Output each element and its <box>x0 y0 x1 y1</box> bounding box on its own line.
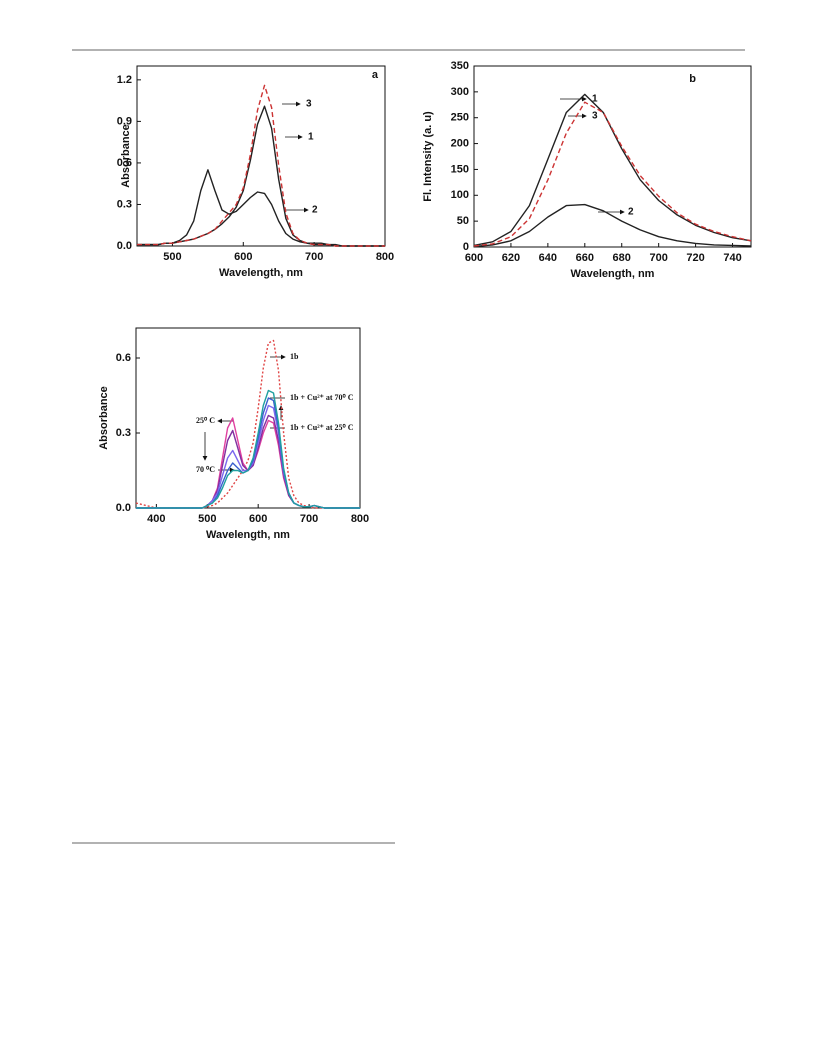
x-axis-label: Wavelength, nm <box>219 267 303 279</box>
y-axis-label: Absorbance <box>98 386 110 450</box>
y-tick-label: 200 <box>451 137 469 149</box>
x-tick-label: 700 <box>649 252 667 264</box>
annotation: 1 <box>592 94 598 105</box>
y-tick-label: 0.0 <box>116 502 131 514</box>
y-tick-label: 100 <box>451 189 469 201</box>
series-line <box>473 101 752 247</box>
y-tick-label: 50 <box>457 215 469 227</box>
y-tick-label: 150 <box>451 163 469 175</box>
x-tick-label: 500 <box>163 251 181 263</box>
y-tick-label: 0 <box>463 241 469 253</box>
x-tick-label: 700 <box>300 513 318 525</box>
annotation: 2 <box>628 207 634 218</box>
x-tick-label: 400 <box>147 513 165 525</box>
series-line <box>137 169 385 247</box>
x-tick-label: 700 <box>305 251 323 263</box>
annotation: 1 <box>308 132 314 143</box>
series-line <box>473 203 752 248</box>
annotation: 3 <box>592 111 598 122</box>
series-line <box>137 105 385 247</box>
x-tick-label: 740 <box>723 252 741 264</box>
series-line <box>137 84 385 247</box>
x-tick-label: 680 <box>613 252 631 264</box>
x-tick-label: 800 <box>351 513 369 525</box>
series-line <box>473 93 752 247</box>
x-axis-label: Wavelength, nm <box>571 268 655 280</box>
x-tick-label: 500 <box>198 513 216 525</box>
annotation-arrows <box>202 96 625 473</box>
x-tick-label: 720 <box>686 252 704 264</box>
annotation: 3 <box>306 99 312 110</box>
y-tick-label: 0.0 <box>117 240 132 252</box>
annotation: 1b + Cu²⁺ at 70⁰ C <box>290 393 354 402</box>
series-line <box>136 389 360 509</box>
y-tick-label: 0.3 <box>116 427 131 439</box>
annotation: 1b <box>290 352 299 361</box>
series-line <box>136 397 360 509</box>
y-tick-label: 0.6 <box>116 352 131 364</box>
annotation: a <box>372 69 379 81</box>
y-tick-label: 250 <box>451 112 469 124</box>
y-tick-label: 0.6 <box>117 157 132 169</box>
x-tick-label: 620 <box>502 252 520 264</box>
annotation: b <box>689 73 696 85</box>
y-tick-label: 0.3 <box>117 198 132 210</box>
x-tick-label: 600 <box>465 252 483 264</box>
y-axis-label: Absorbance <box>120 124 132 188</box>
series-line <box>136 404 360 509</box>
y-axis-label: Fl. Intensity (a. u) <box>422 111 434 202</box>
y-tick-label: 300 <box>451 86 469 98</box>
annotation: 70 ⁰C <box>196 465 215 474</box>
x-tick-label: 800 <box>376 251 394 263</box>
x-axis-label: Wavelength, nm <box>206 529 290 541</box>
y-tick-label: 0.9 <box>117 115 132 127</box>
annotation: 2 <box>312 205 318 216</box>
x-tick-label: 600 <box>249 513 267 525</box>
x-tick-label: 600 <box>234 251 252 263</box>
annotation: 25⁰ C <box>196 416 215 425</box>
plot-frame <box>135 327 361 509</box>
y-tick-label: 1.2 <box>117 74 132 86</box>
annotation: 1b + Cu²⁺ at 25⁰ C <box>290 423 354 432</box>
plot-frame <box>136 65 386 247</box>
x-tick-label: 640 <box>539 252 557 264</box>
x-tick-label: 660 <box>576 252 594 264</box>
plot-frame <box>473 65 752 248</box>
y-tick-label: 350 <box>451 60 469 72</box>
